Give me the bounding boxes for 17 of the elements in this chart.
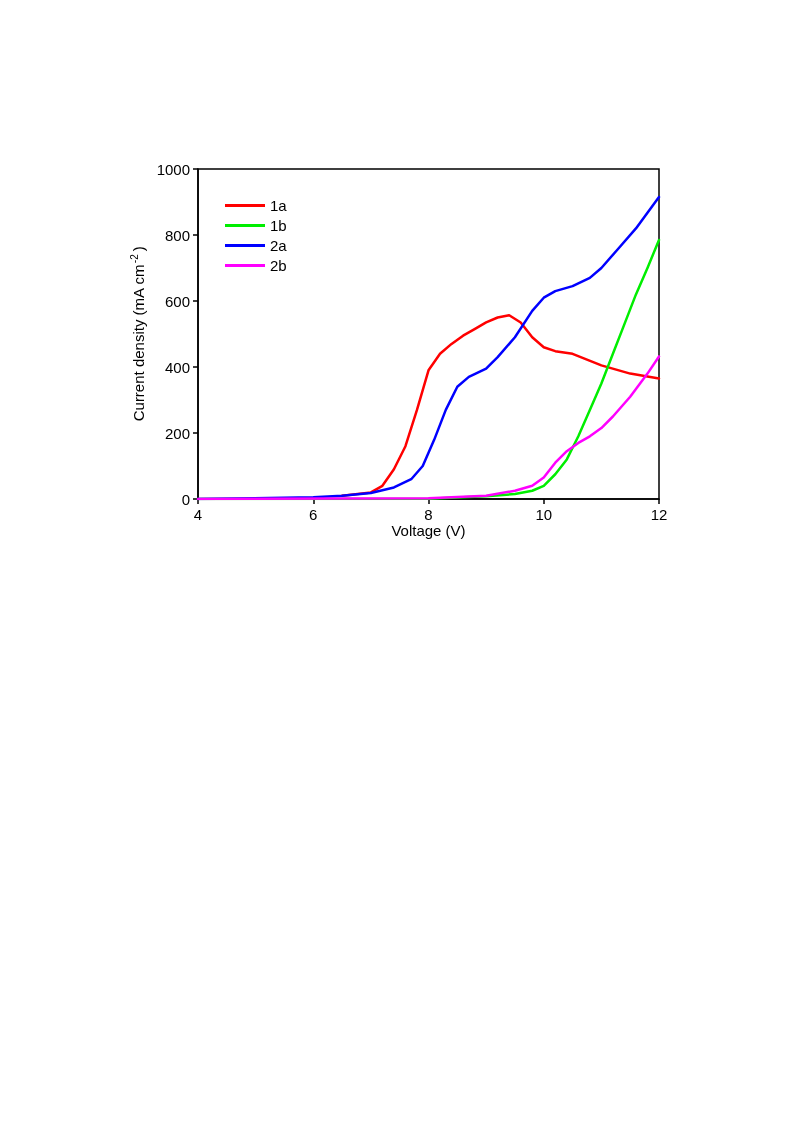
y-tick-label: 400 xyxy=(164,358,190,376)
legend-label: 2b xyxy=(270,257,287,274)
y-tick-label: 200 xyxy=(164,424,190,442)
y-tick-label: 1000 xyxy=(156,160,190,178)
y-tick-label: 0 xyxy=(181,490,190,508)
x-tick-label: 6 xyxy=(309,506,318,523)
legend-label: 1a xyxy=(270,197,288,214)
legend-label: 2a xyxy=(270,237,288,254)
x-tick-label: 10 xyxy=(535,506,553,523)
y-tick-label: 600 xyxy=(164,292,190,310)
y-axis-title: Current density (mA cm-2) xyxy=(128,246,147,422)
x-axis-title: Voltage (V) xyxy=(391,521,466,539)
legend-label: 1b xyxy=(270,217,287,234)
x-tick-label: 4 xyxy=(193,506,203,523)
x-tick-label: 12 xyxy=(650,506,668,523)
x-tick-label: 8 xyxy=(424,506,433,523)
y-tick-label: 800 xyxy=(164,226,190,244)
